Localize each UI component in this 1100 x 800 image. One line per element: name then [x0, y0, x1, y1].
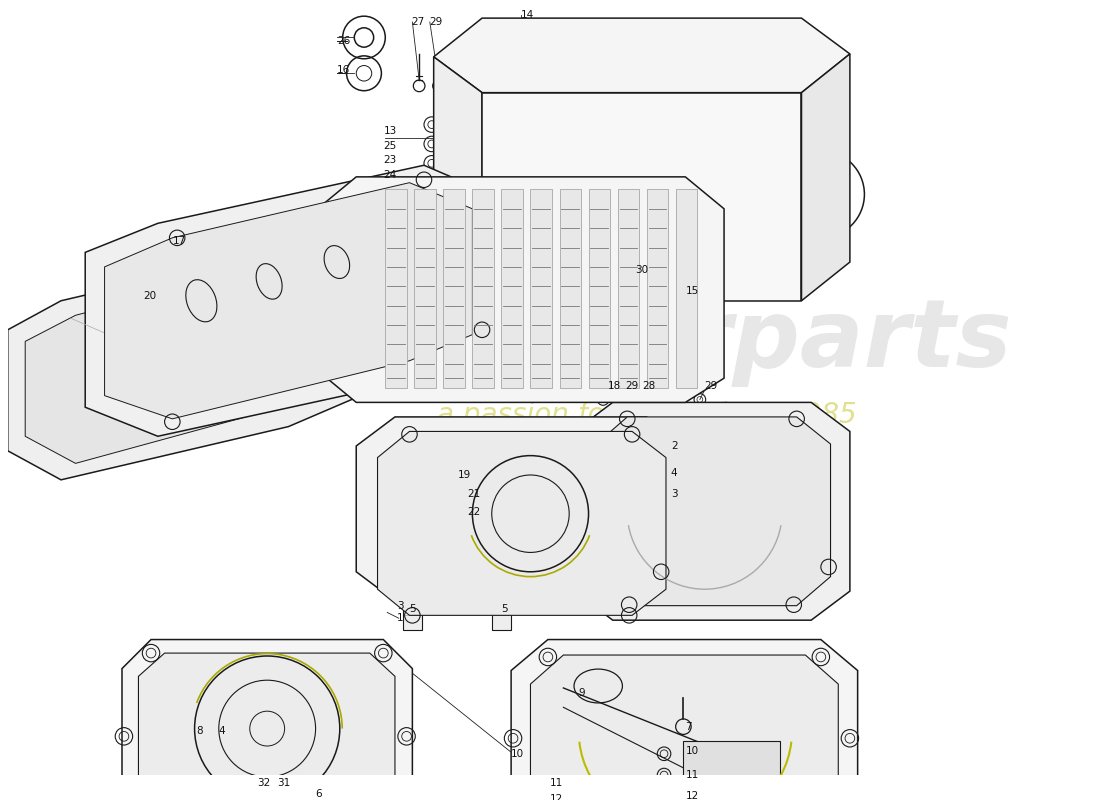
Polygon shape: [802, 54, 850, 301]
Polygon shape: [8, 247, 356, 480]
Text: 10: 10: [685, 746, 698, 756]
Polygon shape: [492, 553, 512, 630]
Polygon shape: [441, 446, 461, 542]
Polygon shape: [25, 264, 337, 463]
Polygon shape: [530, 655, 838, 800]
Text: 7: 7: [685, 722, 692, 732]
Text: 30: 30: [635, 265, 648, 274]
Polygon shape: [104, 182, 472, 419]
Polygon shape: [377, 431, 666, 615]
Polygon shape: [588, 190, 609, 388]
Polygon shape: [482, 93, 802, 301]
Text: 3: 3: [397, 601, 404, 610]
Text: eurocarparts: eurocarparts: [323, 295, 1012, 387]
Text: 27: 27: [411, 17, 425, 27]
Text: 25: 25: [383, 141, 397, 151]
Text: 22: 22: [468, 506, 481, 517]
Polygon shape: [683, 741, 780, 794]
Text: 11: 11: [685, 770, 698, 780]
Polygon shape: [433, 57, 482, 301]
Polygon shape: [560, 190, 581, 388]
Polygon shape: [530, 190, 552, 388]
Text: 28: 28: [641, 381, 654, 391]
Text: 24: 24: [383, 170, 397, 180]
Polygon shape: [356, 417, 685, 601]
Text: 16: 16: [337, 66, 350, 75]
Text: 4: 4: [219, 726, 225, 737]
Polygon shape: [617, 190, 639, 388]
Text: 23: 23: [383, 155, 397, 166]
Text: 29: 29: [625, 381, 639, 391]
Text: 32: 32: [257, 778, 271, 788]
Text: 1: 1: [397, 614, 404, 623]
Text: 2: 2: [671, 441, 678, 451]
Polygon shape: [512, 639, 858, 800]
Text: 26: 26: [337, 36, 350, 46]
Polygon shape: [502, 190, 522, 388]
Text: 5: 5: [409, 603, 416, 614]
Text: 10: 10: [512, 749, 525, 758]
Text: 3: 3: [671, 490, 678, 499]
Text: 12: 12: [550, 794, 563, 800]
Polygon shape: [574, 402, 850, 620]
Text: 17: 17: [173, 236, 186, 246]
Polygon shape: [318, 177, 724, 402]
Text: 31: 31: [277, 778, 290, 788]
Polygon shape: [596, 417, 830, 606]
Text: 18: 18: [608, 381, 622, 391]
Text: 19: 19: [458, 470, 471, 480]
Polygon shape: [472, 190, 494, 388]
Text: 29: 29: [705, 381, 718, 391]
Text: 29: 29: [429, 17, 442, 27]
Text: 6: 6: [316, 790, 322, 799]
Text: 14: 14: [520, 10, 534, 20]
Polygon shape: [85, 166, 492, 436]
Polygon shape: [433, 18, 850, 93]
Polygon shape: [122, 639, 413, 800]
Text: 21: 21: [468, 490, 481, 499]
Polygon shape: [415, 190, 436, 388]
Polygon shape: [403, 553, 422, 630]
Text: 15: 15: [685, 286, 698, 296]
Polygon shape: [139, 653, 395, 800]
Text: 8: 8: [197, 726, 204, 737]
Polygon shape: [385, 190, 407, 388]
Polygon shape: [675, 190, 697, 388]
Text: 13: 13: [383, 126, 397, 136]
Text: 9: 9: [579, 688, 585, 698]
Text: 4: 4: [671, 468, 678, 478]
Text: 11: 11: [550, 778, 563, 788]
Text: a passion for parts since 1985: a passion for parts since 1985: [437, 401, 857, 429]
Text: 12: 12: [685, 791, 698, 800]
Text: 5: 5: [502, 603, 508, 614]
Polygon shape: [647, 190, 668, 388]
Polygon shape: [443, 190, 464, 388]
Text: 20: 20: [143, 291, 156, 301]
